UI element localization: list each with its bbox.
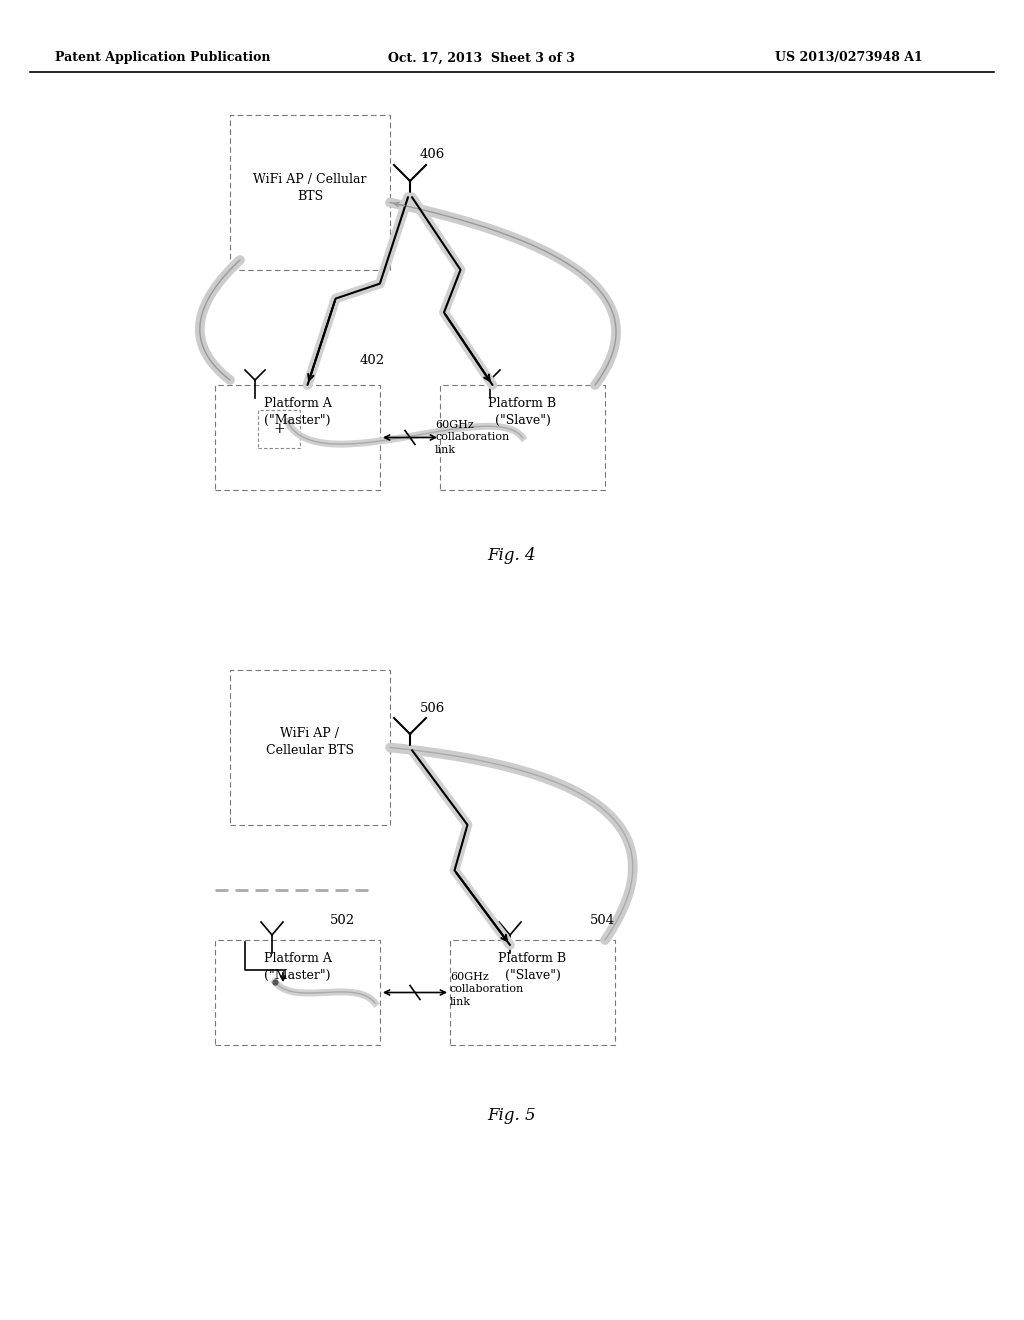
Text: 506: 506 <box>420 701 445 714</box>
Text: Fig. 4: Fig. 4 <box>487 546 537 564</box>
Text: Platform A
("Master"): Platform A ("Master") <box>263 397 332 426</box>
Bar <box>440 385 605 490</box>
Text: WiFi AP / Cellular
BTS: WiFi AP / Cellular BTS <box>253 173 367 202</box>
Text: Patent Application Publication: Patent Application Publication <box>55 51 270 65</box>
Text: Platform A
("Master"): Platform A ("Master") <box>263 952 332 982</box>
Text: 504: 504 <box>590 913 615 927</box>
Bar <box>230 115 390 271</box>
Text: 406: 406 <box>420 149 445 161</box>
Text: Oct. 17, 2013  Sheet 3 of 3: Oct. 17, 2013 Sheet 3 of 3 <box>388 51 574 65</box>
Bar <box>215 385 380 490</box>
Text: 502: 502 <box>330 913 355 927</box>
Text: US 2013/0273948 A1: US 2013/0273948 A1 <box>775 51 923 65</box>
Text: WiFi AP /
Celleular BTS: WiFi AP / Celleular BTS <box>266 727 354 758</box>
Text: Platform B
("Slave"): Platform B ("Slave") <box>499 952 566 982</box>
Bar <box>230 671 390 825</box>
Text: Platform B
("Slave"): Platform B ("Slave") <box>488 397 557 426</box>
Text: 60GHz
collaboration
link: 60GHz collaboration link <box>450 972 524 1007</box>
Text: +: + <box>273 422 285 436</box>
Text: Fig. 5: Fig. 5 <box>487 1106 537 1123</box>
Text: 60GHz
collaboration
link: 60GHz collaboration link <box>435 420 509 455</box>
Bar <box>258 411 300 447</box>
Bar <box>450 940 615 1045</box>
Bar <box>215 940 380 1045</box>
Text: 402: 402 <box>360 354 385 367</box>
